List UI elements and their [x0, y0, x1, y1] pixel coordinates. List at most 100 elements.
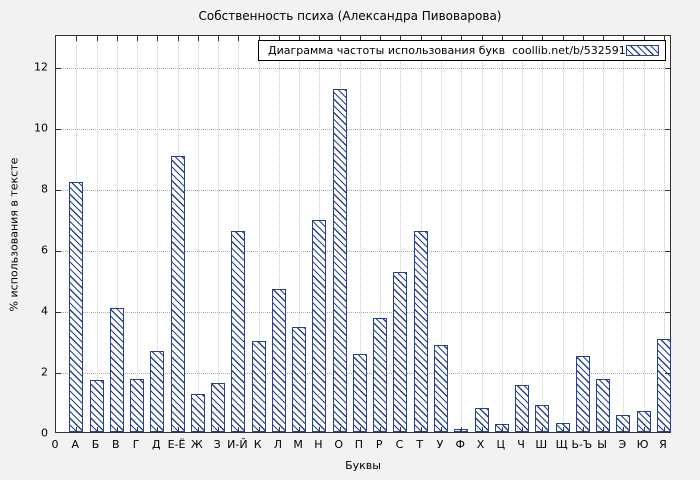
y-tick-mark	[665, 68, 670, 70]
bar	[89, 380, 104, 432]
bar	[393, 271, 408, 432]
x-tick-mark	[582, 427, 584, 432]
v-gridline	[137, 36, 139, 432]
x-tick-mark	[96, 427, 98, 432]
x-tick-label: М	[293, 438, 303, 451]
bar	[109, 308, 124, 432]
bar	[231, 230, 246, 432]
x-tick-mark	[623, 36, 625, 41]
x-tick-mark	[157, 36, 159, 41]
bar	[474, 407, 489, 432]
x-tick-mark	[623, 427, 625, 432]
h-gridline	[56, 312, 670, 313]
v-gridline	[542, 36, 544, 432]
v-gridline	[441, 36, 442, 432]
h-gridline	[56, 251, 670, 252]
x-tick-mark	[278, 36, 280, 41]
bar	[69, 181, 84, 432]
y-tick-mark	[665, 251, 670, 252]
bar	[434, 345, 448, 432]
x-tick-label: Ч	[517, 438, 525, 451]
bar	[656, 338, 671, 432]
x-tick-label: Ф	[455, 438, 465, 451]
x-tick-mark	[603, 427, 605, 432]
y-tick-mark	[56, 312, 61, 313]
x-tick-mark	[258, 427, 260, 432]
x-tick-label: П	[354, 438, 364, 451]
legend-label: Диаграмма частоты использования букв coo…	[268, 44, 626, 57]
bar	[636, 410, 651, 432]
x-tick-label: В	[112, 438, 120, 451]
bar	[332, 88, 347, 432]
x-tick-mark	[501, 36, 503, 41]
bar	[413, 230, 428, 432]
x-tick-mark	[238, 36, 240, 41]
x-tick-label: Ю	[636, 438, 649, 451]
x-tick-mark	[420, 36, 422, 41]
bar	[596, 378, 611, 432]
bar	[170, 156, 185, 432]
x-tick-label: Н	[314, 438, 323, 451]
y-tick-label: 0	[41, 426, 48, 440]
bar	[515, 384, 530, 432]
y-tick-mark	[56, 68, 61, 70]
x-tick-mark	[76, 427, 78, 432]
x-tick-mark	[157, 427, 159, 432]
x-tick-mark	[137, 36, 139, 41]
x-tick-label: И-Й	[227, 438, 248, 451]
v-gridline	[218, 36, 220, 432]
h-gridline	[56, 68, 670, 70]
bar	[616, 415, 631, 432]
bar	[271, 288, 286, 432]
x-tick-mark	[339, 36, 341, 41]
y-tick-mark	[665, 129, 670, 131]
x-tick-label: Д	[152, 438, 161, 451]
y-tick-label: 8	[41, 182, 48, 196]
x-tick-mark	[663, 427, 665, 432]
x-tick-mark	[359, 36, 361, 41]
y-tick-mark	[56, 373, 61, 374]
x-tick-mark	[663, 36, 665, 41]
v-gridline	[197, 36, 199, 432]
y-tick-mark	[56, 190, 61, 191]
x-tick-mark	[582, 36, 584, 41]
x-tick-mark	[116, 427, 118, 432]
bar	[352, 354, 367, 432]
x-tick-mark	[299, 427, 301, 432]
v-gridline	[522, 36, 524, 432]
x-tick-mark	[481, 36, 483, 41]
bar	[211, 383, 226, 432]
v-gridline	[278, 36, 280, 432]
x-tick-mark	[76, 36, 78, 41]
y-tick-mark	[665, 312, 670, 313]
x-tick-label: Э	[618, 438, 627, 451]
x-tick-label: Ж	[190, 438, 203, 451]
v-gridline	[663, 36, 665, 432]
plot-area: Диаграмма частоты использования букв coo…	[55, 35, 671, 433]
v-gridline	[380, 36, 382, 432]
x-tick-label: Л	[273, 438, 283, 451]
bar	[575, 355, 590, 432]
h-gridline	[56, 190, 670, 191]
x-tick-mark	[501, 427, 503, 432]
x-tick-mark	[380, 427, 382, 432]
bar	[130, 378, 145, 432]
x-tick-label: У	[436, 438, 444, 451]
v-gridline	[96, 36, 98, 432]
y-tick-mark	[56, 251, 61, 252]
x-tick-mark	[522, 36, 524, 41]
v-gridline	[258, 36, 260, 432]
v-gridline	[359, 36, 361, 432]
x-tick-mark	[319, 36, 321, 41]
x-tick-label: Ш	[535, 438, 548, 451]
x-tick-mark	[643, 36, 645, 41]
x-tick-label: Ы	[597, 438, 607, 451]
y-tick-mark	[665, 190, 670, 191]
x-tick-mark	[359, 427, 361, 432]
x-tick-label: Х	[476, 438, 485, 451]
x-tick-mark	[643, 427, 645, 432]
y-tick-label: 10	[34, 121, 48, 135]
x-tick-mark	[339, 427, 341, 432]
x-tick-mark	[238, 427, 240, 432]
